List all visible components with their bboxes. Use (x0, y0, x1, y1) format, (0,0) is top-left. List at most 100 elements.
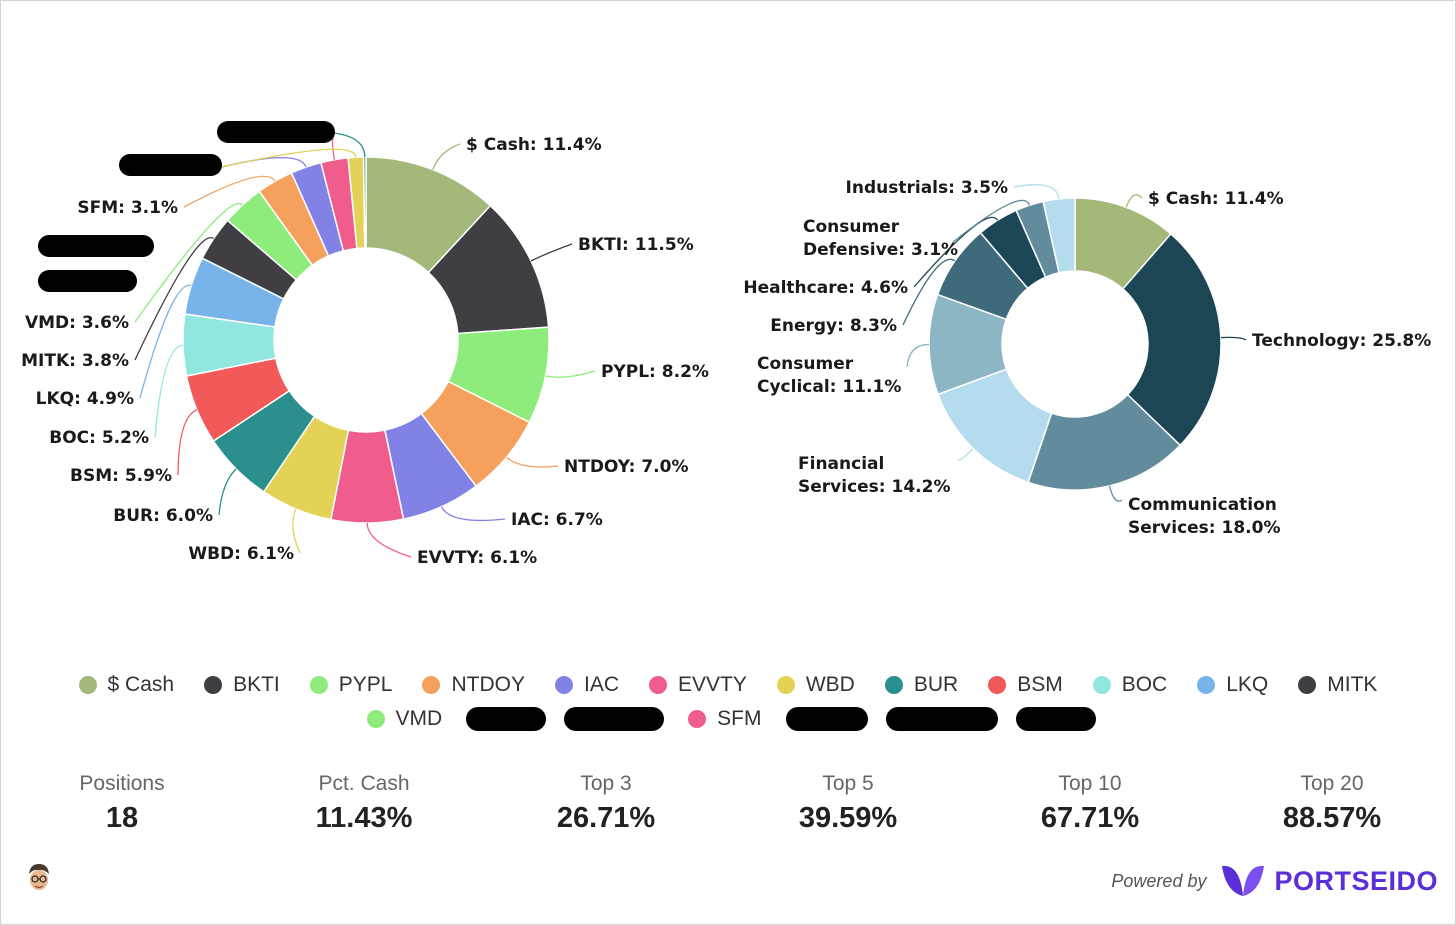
legend-label: EVVTY (678, 673, 747, 696)
legend-item[interactable]: SFM (688, 707, 762, 731)
stat-top-20: Top 20 88.57% (1212, 772, 1452, 835)
legend-item[interactable]: NTDOY (422, 673, 525, 697)
legend-item[interactable]: $ Cash (78, 673, 175, 697)
legend-label: IAC (583, 673, 619, 696)
label-connector (432, 143, 461, 170)
donut-slice-redacted[interactable] (362, 156, 367, 249)
legend-label: LKQ (1226, 673, 1269, 696)
sector-label: $ Cash: 11.4% (1148, 189, 1284, 209)
portfolio-stats: Positions 18 Pct. Cash 11.43% Top 3 26.7… (0, 772, 1456, 842)
legend-item[interactable]: BUR (884, 673, 959, 697)
legend-dot (309, 676, 328, 694)
holding-label: LKQ: 4.9% (36, 389, 134, 409)
holdings-donut-chart: $ Cash: 11.4% BKTI: 11.5% PYPL: 8.2% NTDOY:… (21, 121, 709, 568)
donut-slice[interactable] (1121, 232, 1222, 447)
legend-row-1: $ Cash BKTI PYPL NTDOY IAC EVVTY WBD BUR… (0, 673, 1456, 697)
label-connector (441, 506, 506, 522)
holding-label: IAC: 6.7% (511, 510, 603, 530)
donut-slice[interactable] (1042, 197, 1076, 274)
legend-dot (1092, 676, 1111, 694)
legend-item[interactable]: BKTI (204, 673, 280, 697)
legend-label: MITK (1327, 673, 1378, 696)
stat-value: 39.59% (798, 802, 898, 834)
stat-label: Top 20 (1300, 772, 1364, 795)
sector-donut-chart: $ Cash: 11.4% Technology: 25.8% Communicat… (743, 178, 1431, 538)
holding-label: BOC: 5.2% (49, 428, 149, 448)
sector-label: Financial Services: 14.2% (798, 454, 951, 497)
legend-item[interactable]: PYPL (309, 673, 393, 697)
label-connector (1108, 485, 1123, 502)
redacted-legend-item (785, 707, 868, 731)
allocation-charts: $ Cash: 11.4% BKTI: 11.5% PYPL: 8.2% NTDOY:… (21, 121, 1431, 568)
label-connector (1220, 336, 1247, 341)
legend-dot (1298, 676, 1317, 694)
legend-label: $ Cash (107, 673, 175, 696)
holding-label: MITK: 3.8% (21, 351, 129, 371)
legend-dot (422, 676, 441, 694)
redacted-label (38, 235, 154, 257)
legend-label: SFM (717, 707, 762, 730)
legend-item[interactable]: WBD (776, 673, 855, 697)
label-connector (366, 522, 412, 558)
stat-top-10: Top 10 67.71% (970, 772, 1210, 835)
label-connector (1013, 184, 1060, 200)
label-connector (545, 370, 596, 378)
legend-dot (649, 676, 667, 694)
legend-dot (776, 676, 795, 694)
legend-dot (688, 710, 707, 728)
stat-value: 26.71% (556, 802, 656, 834)
legend-item[interactable]: BOC (1092, 673, 1168, 697)
legend-label: NTDOY (451, 673, 525, 696)
legend-item[interactable]: BSM (988, 673, 1063, 697)
legend-dot (554, 676, 573, 694)
legend-label: PYPL (338, 673, 393, 696)
stat-pct-cash: Pct. Cash 11.43% (244, 772, 484, 835)
legend-item[interactable]: EVVTY (649, 673, 747, 697)
holding-label: BSM: 5.9% (70, 466, 172, 486)
redacted-legend-item (885, 707, 998, 731)
legend-item[interactable]: VMD (366, 707, 443, 731)
redacted-label (217, 121, 335, 143)
avatar (29, 864, 49, 890)
donut-slice[interactable] (1027, 393, 1182, 491)
holding-label: WBD: 6.1% (188, 544, 294, 564)
label-connector (333, 132, 366, 158)
legend-label: WBD (805, 673, 855, 696)
label-connector (139, 284, 192, 399)
holding-label: BKTI: 11.5% (578, 235, 694, 255)
label-connector (134, 236, 215, 361)
stat-label: Top 10 (1058, 772, 1122, 795)
stat-label: Top 5 (822, 772, 874, 795)
sector-label: Consumer Cyclical: 11.1% (757, 354, 901, 397)
label-connector (154, 344, 184, 438)
stat-value: 88.57% (1282, 802, 1382, 834)
redacted-legend-item (564, 707, 665, 731)
holding-label: EVVTY: 6.1% (417, 548, 537, 568)
label-connector (218, 468, 237, 516)
holding-label: PYPL: 8.2% (601, 362, 709, 382)
sector-label: Consumer Defensive: 3.1% (803, 217, 958, 260)
portseido-leaf-icon (1222, 865, 1265, 896)
powered-by-text: Powered by (1111, 870, 1207, 891)
legend-label: BKTI (233, 673, 280, 696)
holding-label: NTDOY: 7.0% (564, 457, 688, 477)
legend-item[interactable]: IAC (554, 673, 619, 697)
legend-item[interactable]: MITK (1298, 673, 1377, 697)
redacted-label (119, 154, 222, 176)
holding-label: SFM: 3.1% (77, 198, 178, 218)
label-connector (134, 202, 244, 323)
label-connector (292, 508, 301, 554)
label-connector (177, 409, 198, 476)
powered-by[interactable]: Powered by PORTSEIDO (1111, 862, 1438, 900)
holding-label: BUR: 6.0% (113, 506, 213, 526)
stat-label: Top 3 (580, 772, 632, 795)
sector-label: Healthcare: 4.6% (743, 278, 908, 298)
legend-label: BOC (1121, 673, 1168, 696)
label-connector (530, 243, 573, 262)
stat-top-5: Top 5 39.59% (728, 772, 968, 835)
redacted-legend-item (466, 707, 547, 731)
redacted-label (38, 270, 137, 292)
legend-label: VMD (395, 707, 443, 730)
legend-item[interactable]: LKQ (1197, 673, 1268, 697)
legend-label: BUR (913, 673, 959, 696)
